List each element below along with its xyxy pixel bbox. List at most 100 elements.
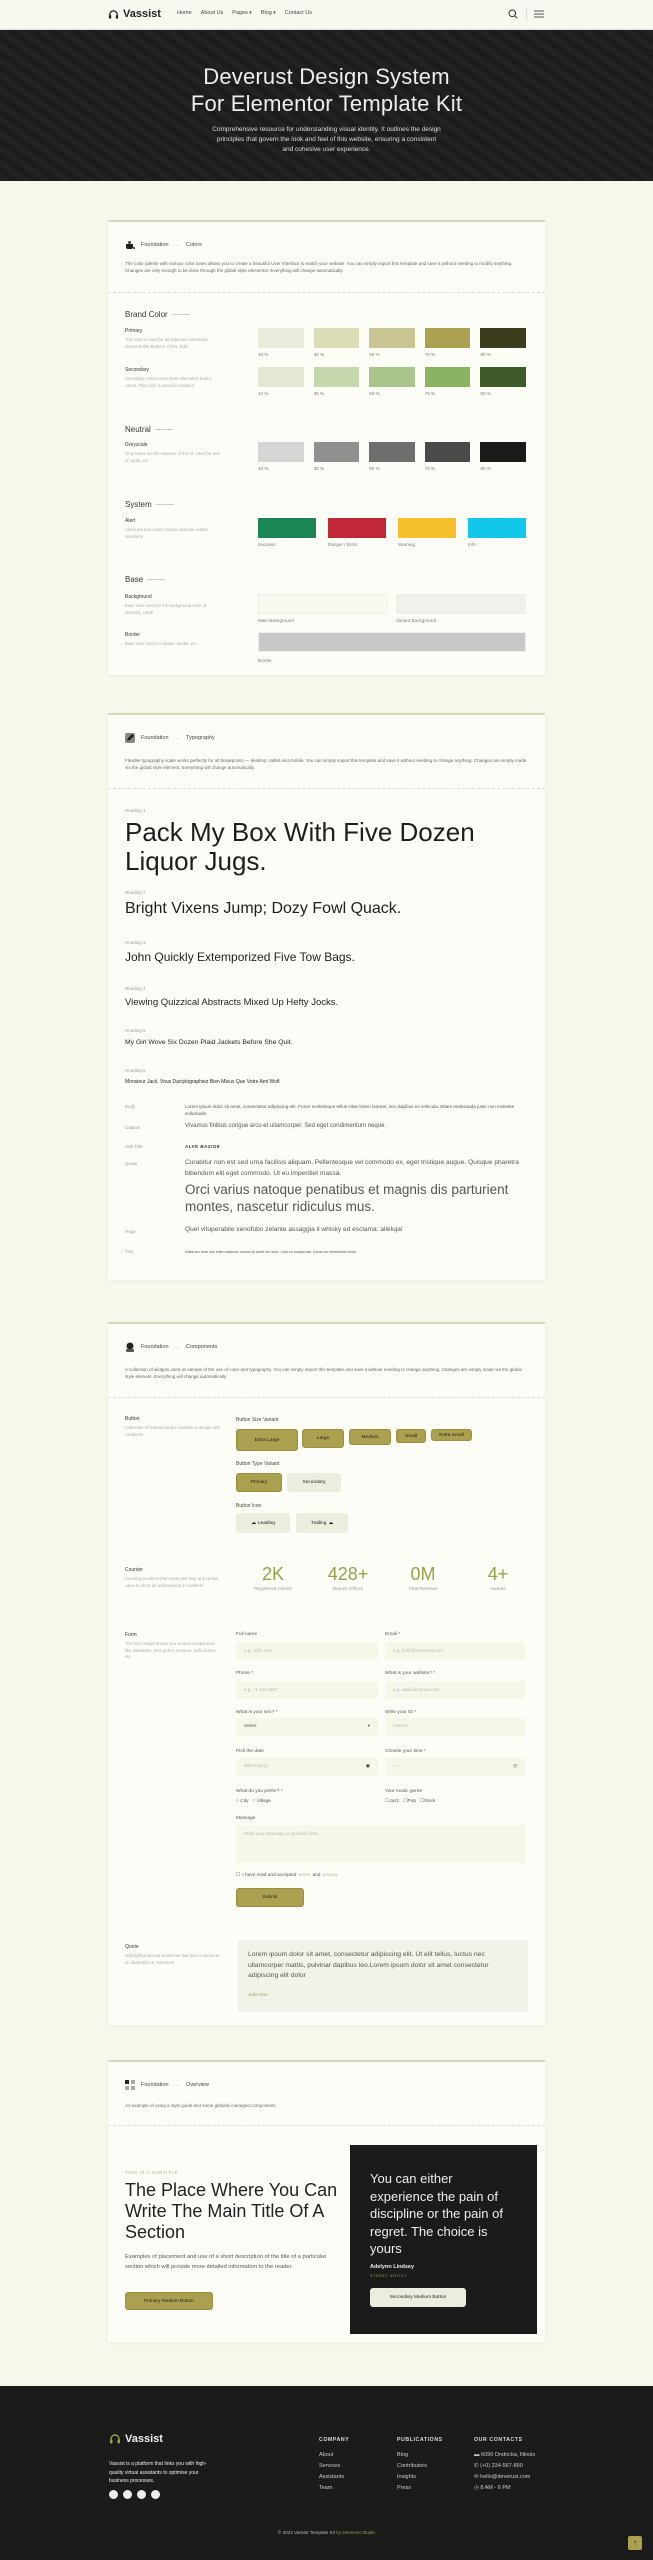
row-title: Button xyxy=(125,1416,140,1422)
section-description: The color palette with various color ton… xyxy=(125,261,513,273)
email-input[interactable]: e.g. hello@deverust.com xyxy=(385,1642,525,1660)
breadcrumb: Foundation → Components xyxy=(125,1342,217,1352)
button-medium[interactable]: Medium xyxy=(349,1429,391,1445)
nav-about[interactable]: About Us xyxy=(200,10,224,16)
youtube-icon[interactable] xyxy=(137,2490,146,2499)
button-extra-large[interactable]: Extra Large xyxy=(236,1429,298,1451)
quote-author: John Doe xyxy=(248,1991,268,1997)
button-secondary[interactable]: Secondary xyxy=(287,1473,341,1492)
footer-link-about[interactable]: About xyxy=(319,2452,334,2458)
phone-icon: ✆ xyxy=(474,2463,479,2469)
row-desc: Base color used for the background color… xyxy=(125,603,207,615)
swatch-label: 10 % xyxy=(258,391,269,396)
color-swatch xyxy=(398,518,456,538)
submit-button[interactable]: Submit xyxy=(236,1888,304,1907)
footer-link-services[interactable]: Services xyxy=(319,2463,341,2469)
color-swatch xyxy=(313,328,360,348)
breadcrumb-root[interactable]: Foundation xyxy=(141,735,169,741)
radio-city[interactable]: ○ City xyxy=(236,1799,249,1804)
credit-link[interactable]: by Deverust Studio xyxy=(336,2530,376,2535)
map-icon: ▬ xyxy=(474,2452,480,2458)
clock-icon: ◷ xyxy=(513,1763,517,1768)
nav-contact[interactable]: Contact Us xyxy=(284,10,312,16)
terms-checkbox[interactable]: ☐ I have read and accepted terms and priv… xyxy=(236,1873,338,1878)
button-large[interactable]: Large xyxy=(302,1429,344,1448)
phone-input[interactable]: e.g. +1 123 4567 xyxy=(236,1681,378,1699)
message-textarea[interactable]: Write your message or question here... xyxy=(236,1825,525,1863)
system-heading: System xyxy=(125,500,174,509)
social-icons xyxy=(109,2490,160,2499)
terms-link[interactable]: terms xyxy=(298,1873,311,1878)
breadcrumb-root[interactable]: Foundation xyxy=(141,242,169,248)
button-trailing-icon[interactable]: Trailing ☁ xyxy=(296,1513,348,1533)
date-input[interactable]: dd/mm/yyyy ▣ xyxy=(236,1758,378,1776)
secondary-medium-button[interactable]: Secondary Medium Button xyxy=(370,2287,466,2307)
breadcrumb-root[interactable]: Foundation xyxy=(141,2082,169,2088)
contact-text: 8 AM - 6 PM xyxy=(480,2485,511,2491)
headset-icon xyxy=(108,9,119,19)
time-input[interactable]: --:-- -- ◷ xyxy=(385,1758,525,1776)
testimonial-box: You can either experience the pain of di… xyxy=(350,2145,537,2334)
website-input[interactable]: e.g. www.deverust.com xyxy=(385,1681,525,1699)
facebook-icon[interactable] xyxy=(109,2490,118,2499)
footer-link-assistants[interactable]: Assistants xyxy=(319,2474,345,2480)
paint-bucket-icon xyxy=(126,241,135,249)
breadcrumb-root[interactable]: Foundation xyxy=(141,1344,169,1350)
row-desc: Alerts are four colors used to indicate … xyxy=(125,527,208,539)
row-desc: Collection of buttons used in website or… xyxy=(125,1425,220,1437)
breadcrumb: Foundation → Typography xyxy=(125,733,215,743)
color-swatch xyxy=(480,442,526,462)
mail-icon: ✉ xyxy=(474,2474,479,2480)
search-icon[interactable] xyxy=(508,9,518,19)
nav-home[interactable]: Home xyxy=(177,10,192,16)
back-to-top-button[interactable]: ↑ xyxy=(628,2536,642,2550)
caption-sample: Vivamus finibus congue arcu et ullamcorp… xyxy=(185,1123,387,1129)
color-swatch xyxy=(258,518,316,538)
copyright-text: © 2024 Vassist Template Kit xyxy=(277,2530,335,2535)
footer-link-team[interactable]: Team xyxy=(319,2485,333,2491)
instagram-icon[interactable] xyxy=(151,2490,160,2499)
row-desc: Base color used for divider, border, etc… xyxy=(125,641,198,646)
form-label: Form The form widget shows you several co… xyxy=(125,1632,220,1661)
menu-icon[interactable] xyxy=(534,10,544,18)
checkbox-pop[interactable]: ☐Pop xyxy=(403,1799,417,1804)
button-extra-small[interactable]: Extra Small xyxy=(431,1429,472,1441)
button-small[interactable]: Small xyxy=(396,1429,426,1443)
color-swatch xyxy=(480,328,526,348)
greyscale-label: Greyscale Gray tones are the essence of t… xyxy=(125,442,220,464)
quote-large-sample: Orci varius natoque penatibus et magnis … xyxy=(185,1182,509,1214)
checkbox-jazz[interactable]: ☐Jazz xyxy=(385,1799,400,1804)
nav-blog[interactable]: Blog xyxy=(261,10,276,16)
caption-label: Caption xyxy=(125,1125,141,1130)
sex-select[interactable]: Select ▾ xyxy=(236,1718,378,1736)
contact-email[interactable]: ✉ hello@deverust.com xyxy=(474,2474,530,2480)
checkbox-rock[interactable]: ☐Rock xyxy=(420,1799,436,1804)
heading4-sample: Viewing Quizzical Abstracts Mixed Up Hef… xyxy=(125,997,339,1008)
primary-label: Primary This color is used for all import… xyxy=(125,328,220,350)
overview-title: The Place Where You Can Write The Main T… xyxy=(125,2180,338,2242)
logo-text: Vassist xyxy=(123,8,161,20)
button-size-title: Button Size Variant xyxy=(236,1417,279,1423)
id-input[interactable]: one123 xyxy=(385,1718,525,1736)
privacy-link[interactable]: privacy xyxy=(322,1873,338,1878)
row-desc: Gray tones are the essence of the UI. Us… xyxy=(125,451,220,463)
button-primary[interactable]: Primary xyxy=(236,1473,282,1492)
counter-label-text: Total Revenue xyxy=(408,1586,438,1591)
counter-item: 2K Registered Clients xyxy=(233,1564,313,1591)
footer-link-contributors[interactable]: Contributors xyxy=(397,2463,427,2469)
footer-link-press[interactable]: Press xyxy=(397,2485,412,2491)
footer-logo[interactable]: Vassist xyxy=(109,2433,163,2445)
footer-link-insights[interactable]: Insights xyxy=(397,2474,416,2480)
nav-pages[interactable]: Pages xyxy=(232,10,252,16)
color-swatch xyxy=(328,518,386,538)
full-name-input[interactable]: e.g. John Doe xyxy=(236,1642,378,1660)
huge-label: Huge xyxy=(125,1229,136,1234)
overview-text: Examples of placement and use of a short… xyxy=(125,2254,327,2270)
radio-village[interactable]: ○ Village xyxy=(252,1799,272,1804)
button-leading-icon[interactable]: ☁ Leading xyxy=(236,1513,290,1533)
contact-phone: ✆ (+0) 234-567-890 xyxy=(474,2463,523,2469)
footer-link-blog[interactable]: Blog xyxy=(397,2452,409,2458)
logo[interactable]: Vassist xyxy=(108,8,161,20)
twitter-icon[interactable] xyxy=(123,2490,132,2499)
primary-medium-button[interactable]: Primary Medium Button xyxy=(125,2292,213,2310)
